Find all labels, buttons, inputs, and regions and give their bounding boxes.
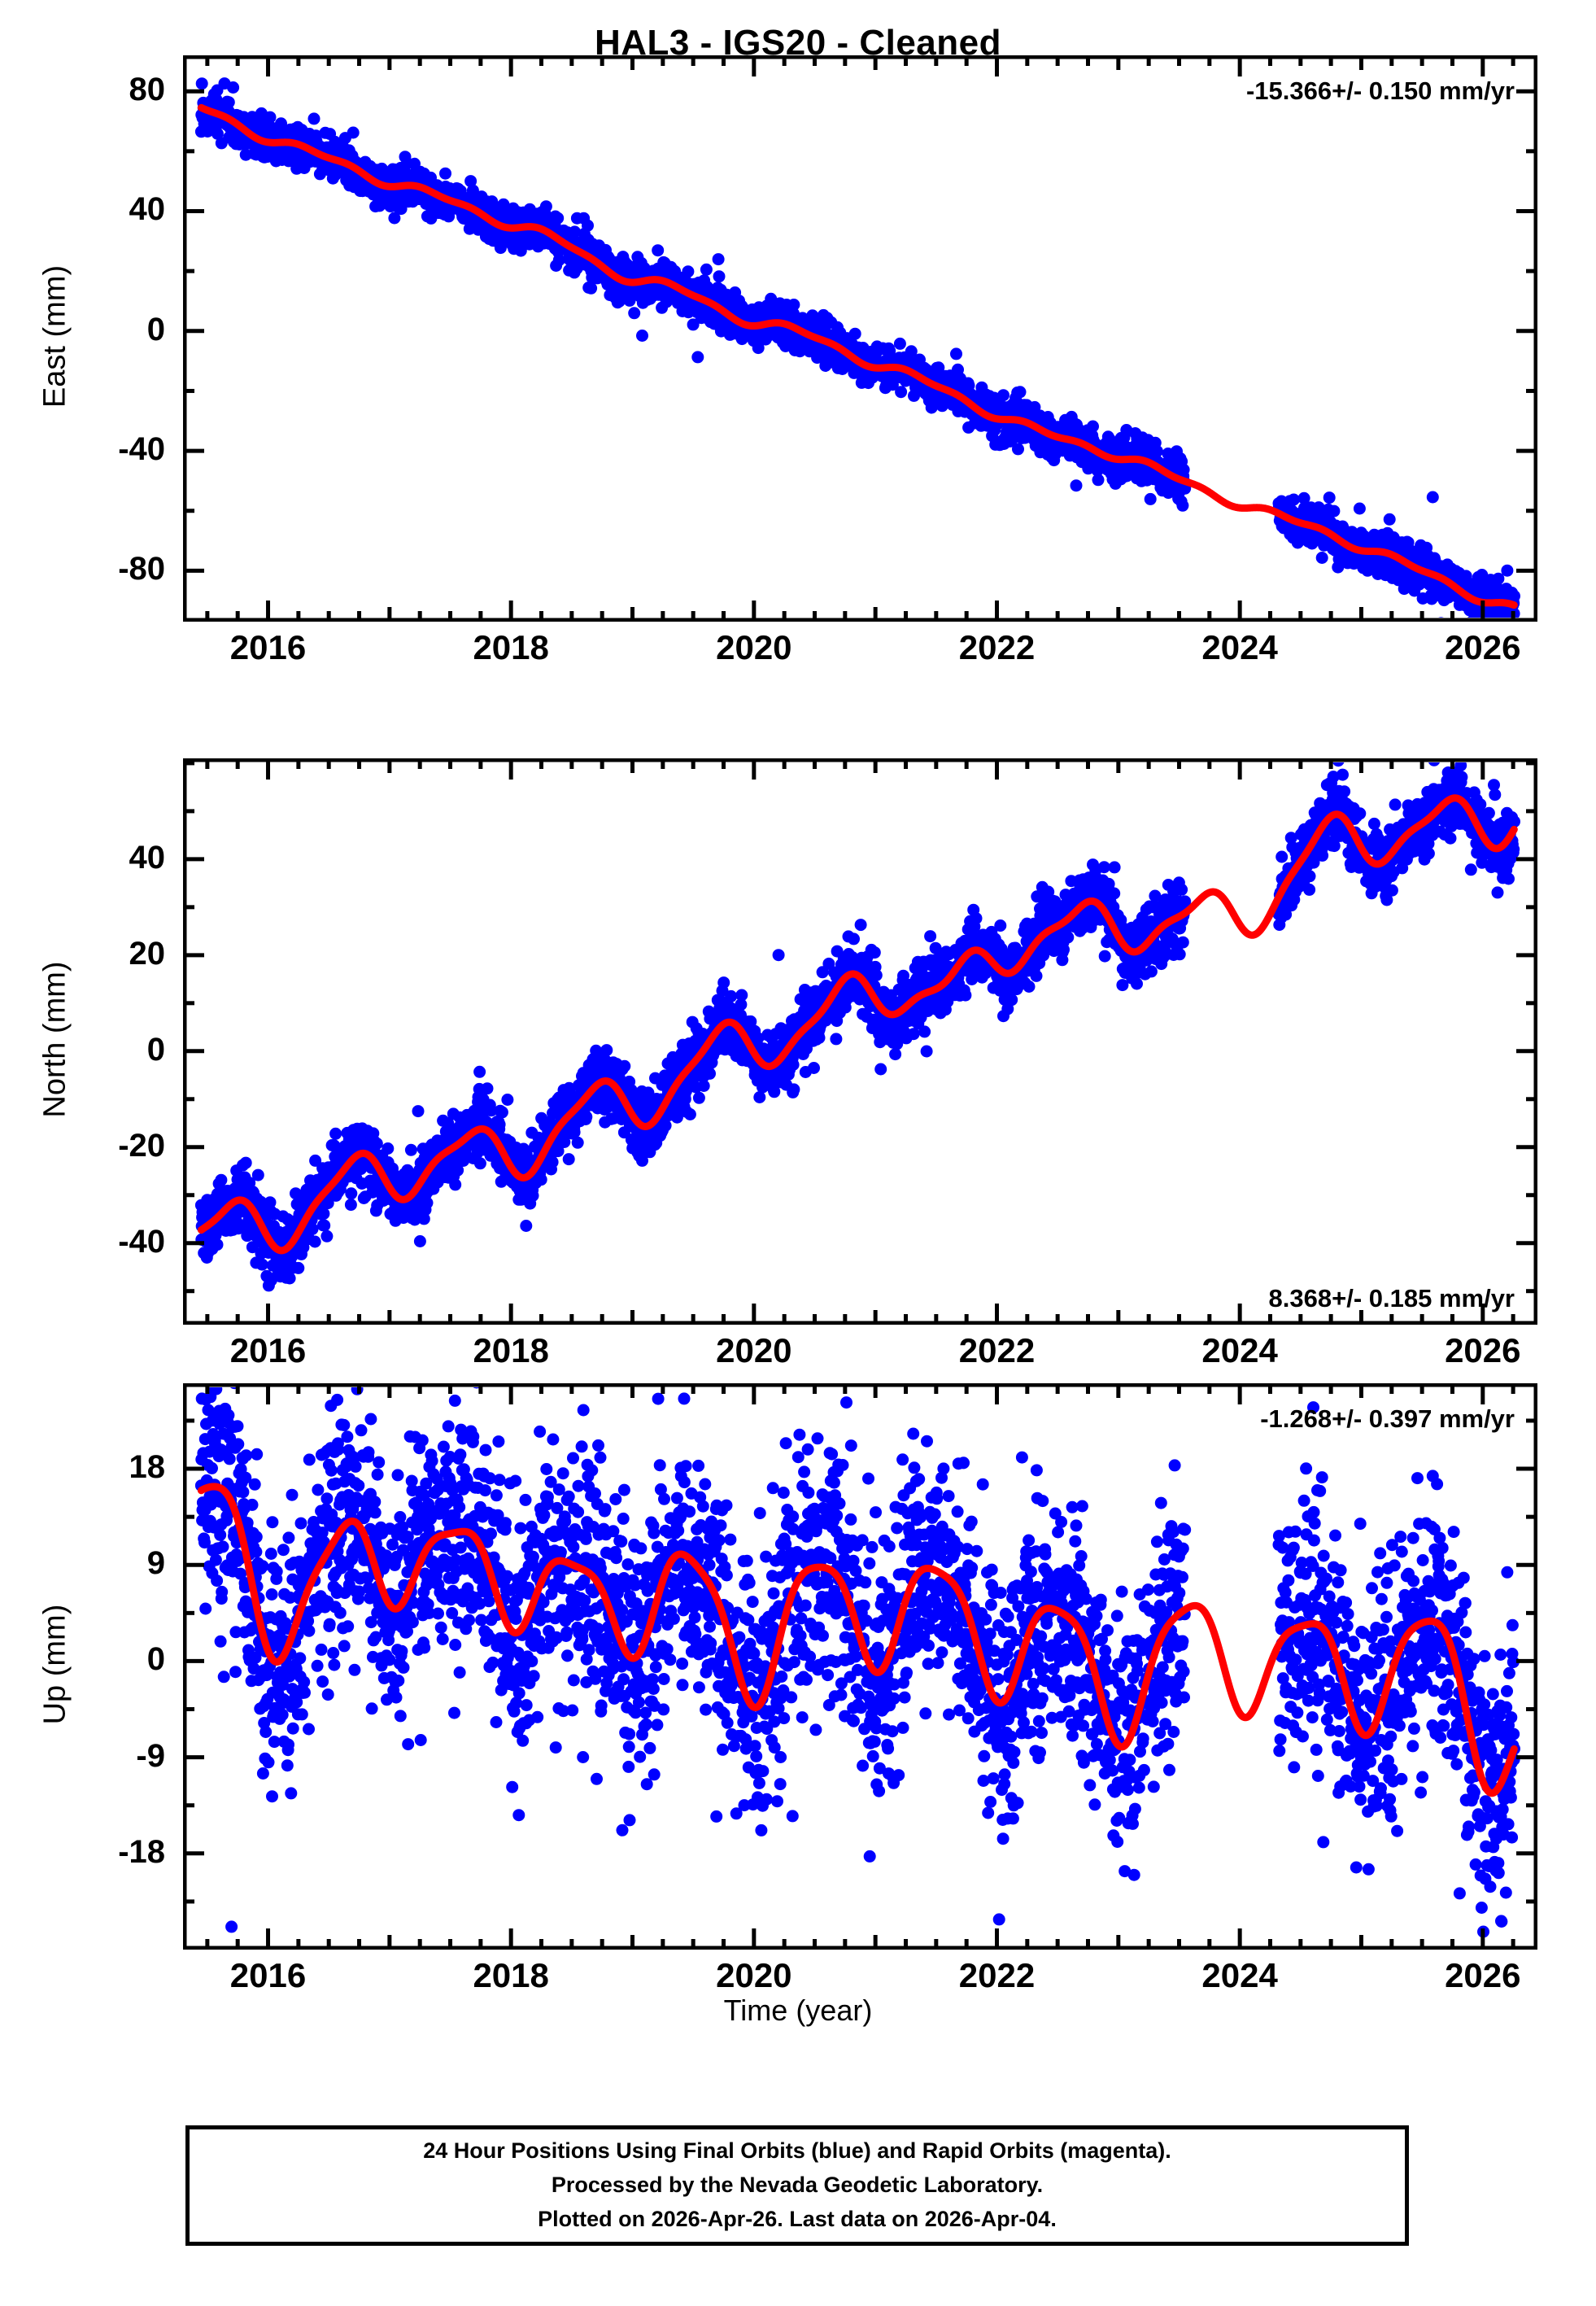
panel-north: 8.368+/- 0.185 mm/yr 40 20 0 -20 -40 (183, 758, 1537, 1325)
x-tick-label: 2018 (454, 1956, 568, 1995)
x-tick-label: 2026 (1426, 628, 1540, 667)
y-tick-label: 0 (147, 1641, 165, 1678)
panel-east: -15.366+/- 0.150 mm/yr 80 40 0 -40 -80 (183, 55, 1537, 622)
rate-annotation: -15.366+/- 0.150 mm/yr (1246, 76, 1515, 105)
x-tick-label: 2016 (211, 1956, 325, 1995)
x-tick-label: 2016 (211, 1331, 325, 1370)
panel-up: -1.268+/- 0.397 mm/yr 18 9 0 -9 -18 (183, 1383, 1537, 1950)
y-tick-label: 20 (129, 936, 166, 972)
y-tick-label: -18 (118, 1834, 165, 1871)
y-tick-label: 80 (129, 72, 166, 108)
axis-label-north: North (mm) (38, 757, 73, 1323)
x-tick-label: 2026 (1426, 1956, 1540, 1995)
caption-box: 24 Hour Positions Using Final Orbits (bl… (185, 2125, 1409, 2246)
y-tick-label: 9 (147, 1545, 165, 1582)
x-tick-label: 2020 (697, 1956, 811, 1995)
y-tick-label: 0 (147, 1032, 165, 1068)
rate-annotation: 8.368+/- 0.185 mm/yr (1269, 1284, 1515, 1312)
y-tick-label: 40 (129, 840, 166, 876)
y-tick-label: -80 (118, 551, 165, 587)
x-tick-label: 2020 (697, 628, 811, 667)
y-tick-label: -40 (118, 1224, 165, 1260)
y-tick-label: -9 (136, 1738, 165, 1775)
panel-east-plot: -15.366+/- 0.150 mm/yr (183, 55, 1537, 622)
x-tick-label: 2022 (940, 1956, 1053, 1995)
panel-north-plot: 8.368+/- 0.185 mm/yr (183, 758, 1537, 1325)
x-tick-label: 2016 (211, 628, 325, 667)
y-tick-label: 40 (129, 191, 166, 228)
y-tick-label: -20 (118, 1128, 165, 1164)
axis-label-time: Time (year) (0, 1994, 1596, 2028)
y-tick-label: 18 (129, 1449, 166, 1486)
x-tick-label: 2018 (454, 628, 568, 667)
x-tick-label: 2024 (1183, 1956, 1297, 1995)
caption-line-1: 24 Hour Positions Using Final Orbits (bl… (423, 2134, 1171, 2168)
axis-label-east: East (mm) (38, 54, 73, 620)
caption-line-2: Processed by the Nevada Geodetic Laborat… (552, 2168, 1043, 2203)
y-tick-label: 0 (147, 312, 165, 348)
x-tick-label: 2018 (454, 1331, 568, 1370)
x-tick-label: 2024 (1183, 1331, 1297, 1370)
x-tick-label: 2022 (940, 1331, 1053, 1370)
caption-line-3: Plotted on 2026-Apr-26. Last data on 202… (538, 2203, 1057, 2237)
x-tick-label: 2024 (1183, 628, 1297, 667)
axis-label-up: Up (mm) (38, 1382, 73, 1948)
rate-annotation: -1.268+/- 0.397 mm/yr (1260, 1404, 1515, 1433)
y-tick-label: -40 (118, 431, 165, 468)
x-tick-label: 2022 (940, 628, 1053, 667)
x-tick-label: 2020 (697, 1331, 811, 1370)
x-tick-label: 2026 (1426, 1331, 1540, 1370)
panel-up-plot: -1.268+/- 0.397 mm/yr (183, 1383, 1537, 1950)
